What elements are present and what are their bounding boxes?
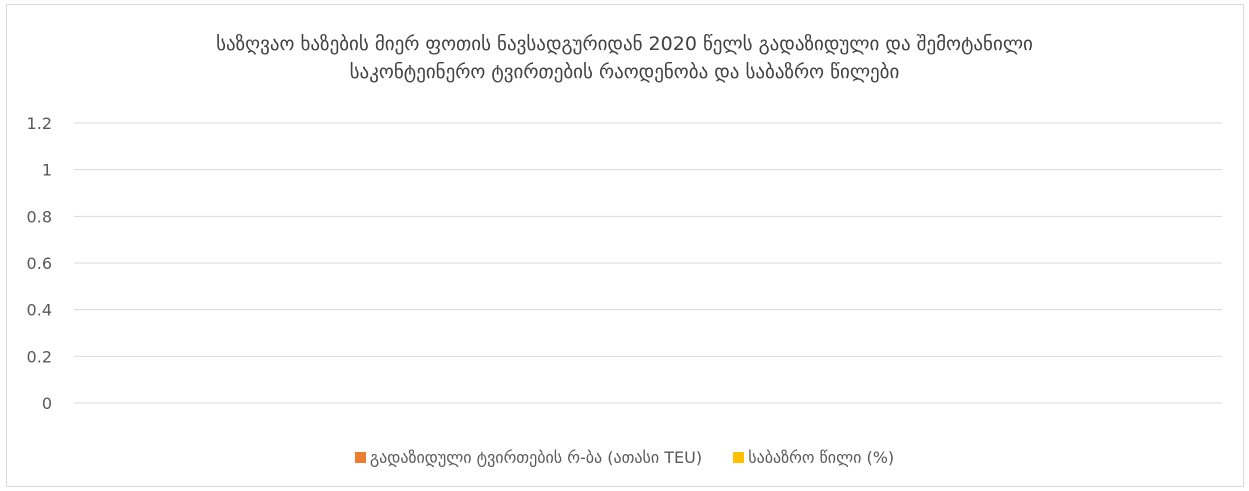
legend: გადაზიდული ტვირთების რ-ბა (ათასი TEU) სა… [0, 448, 1249, 467]
legend-item-market-share: საბაზრო წილი (%) [733, 448, 894, 467]
chart-title: საზღვაო ხაზების მიერ ფოთის ნავსადგურიდან… [0, 30, 1249, 86]
chart-frame [6, 4, 1244, 487]
chart-title-line-2: საკონტეინერო ტვირთების რაოდენობა და საბა… [349, 61, 900, 83]
y-tick-label-6: 1.2 [27, 114, 52, 133]
legend-item-shipped-cargo: გადაზიდული ტვირთების რ-ბა (ათასი TEU) [354, 448, 703, 467]
legend-label-market-share: საბაზრო წილი (%) [748, 448, 895, 467]
y-tick-label-2: 0.4 [27, 301, 52, 320]
chart-title-line-1: საზღვაო ხაზების მიერ ფოთის ნავსადგურიდან… [216, 33, 1033, 55]
y-tick-label-3: 0.6 [27, 254, 52, 273]
y-tick-label-5: 1 [42, 161, 52, 180]
y-tick-label-1: 0.2 [27, 347, 52, 366]
legend-swatch-orange [354, 452, 366, 463]
y-tick-label-0: 0 [42, 394, 52, 413]
y-tick-label-4: 0.8 [27, 207, 52, 226]
legend-swatch-yellow [733, 452, 745, 463]
legend-label-shipped-cargo: გადაზიდული ტვირთების რ-ბა (ათასი TEU) [369, 448, 703, 467]
